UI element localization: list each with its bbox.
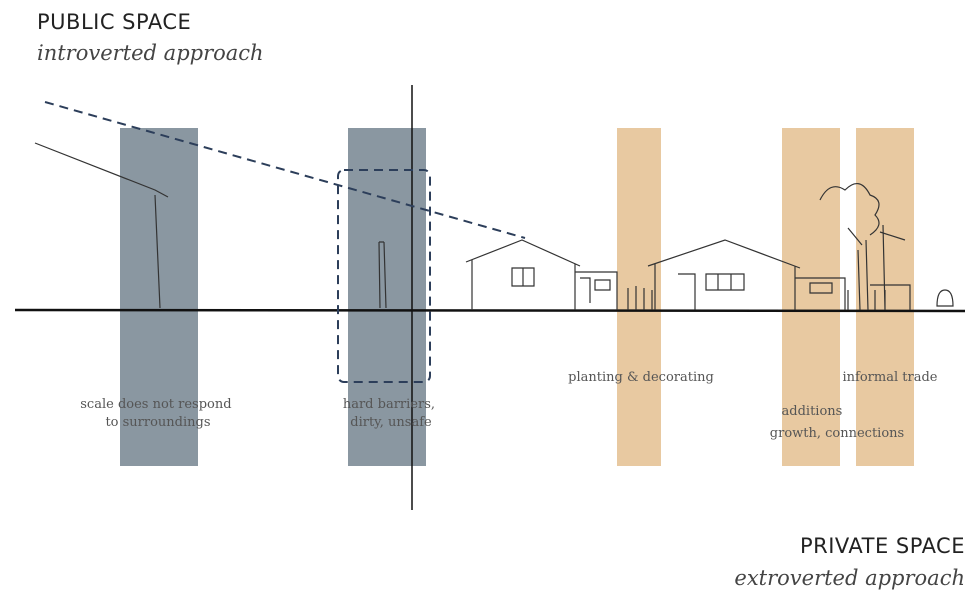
annotation-line: planting & decorating	[568, 370, 714, 385]
plants	[627, 286, 653, 310]
barrier-post	[378, 241, 387, 309]
annotation: hard barriers, dirty, unsafe	[343, 397, 439, 430]
public-subtitle: introverted approach	[37, 41, 264, 65]
annotation-line: scale does not respond	[80, 397, 231, 412]
dashed-line	[44, 101, 526, 239]
annotation: additions growth, connections	[770, 404, 904, 441]
private-subtitle: extroverted approach	[734, 566, 965, 590]
annotation-line: growth, connections	[770, 426, 904, 441]
annotation-line: additions	[782, 404, 843, 419]
public-title: PUBLIC SPACE	[37, 10, 191, 34]
house	[647, 239, 846, 310]
dashed-box	[337, 169, 431, 383]
private-title: PRIVATE SPACE	[800, 534, 965, 558]
annotation: scale does not respond to surroundings	[80, 397, 235, 430]
tan-band	[617, 128, 661, 466]
sketch	[14, 85, 966, 510]
annotations: scale does not respond to surroundings h…	[80, 370, 938, 441]
tan-band	[782, 128, 840, 466]
annotation: planting & decorating	[568, 370, 714, 385]
house	[465, 239, 618, 310]
annotation: informal trade	[843, 370, 938, 385]
annotation-line: dirty, unsafe	[350, 415, 432, 430]
lamp-post	[34, 142, 169, 309]
annotation-line: hard barriers,	[343, 397, 435, 412]
annotation-line: informal trade	[843, 370, 938, 385]
car	[936, 289, 954, 307]
gray-band	[348, 128, 426, 466]
tree-stall	[819, 183, 911, 311]
ground-line	[14, 308, 966, 313]
annotation-line: to surroundings	[105, 415, 210, 430]
